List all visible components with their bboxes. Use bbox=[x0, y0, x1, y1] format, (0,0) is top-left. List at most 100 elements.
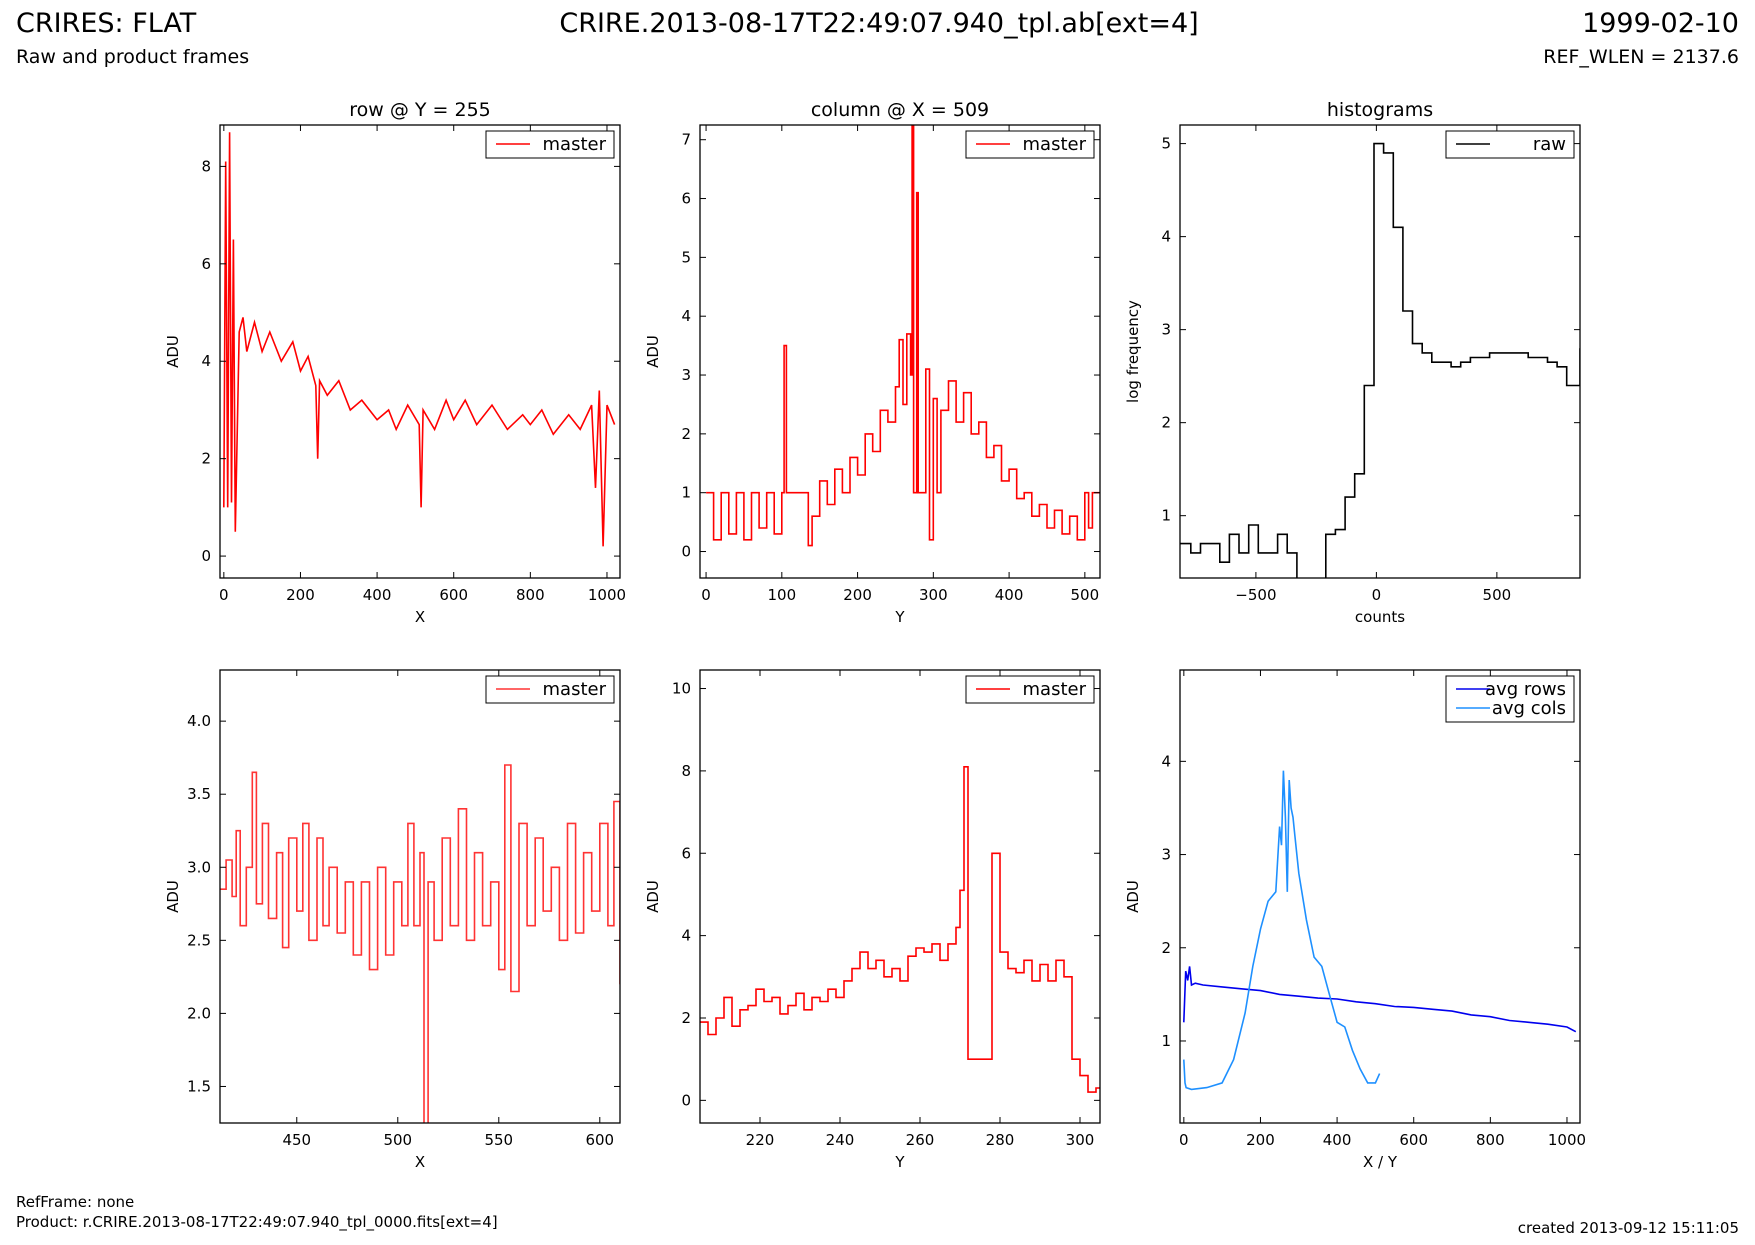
y-axis-label: ADU bbox=[164, 335, 182, 368]
x-tick-label: 450 bbox=[282, 1131, 311, 1149]
y-tick-label: 5 bbox=[681, 248, 691, 266]
y-tick-label: 4 bbox=[681, 307, 691, 325]
y-axis-label: ADU bbox=[644, 880, 662, 913]
column-plot: 0 100 200 300 400 500 0 1 2 3 4 5 6 7 column @ X = 509… bbox=[644, 99, 1101, 626]
legend-box bbox=[1445, 675, 1575, 723]
x-tick-label: 400 bbox=[995, 586, 1024, 604]
legend-label: master bbox=[543, 679, 607, 700]
y-tick-label: 10 bbox=[672, 680, 691, 698]
y-tick-label: 2 bbox=[1161, 939, 1171, 957]
y-tick-label: 3 bbox=[681, 366, 691, 384]
legend-label: avg cols bbox=[1492, 698, 1566, 719]
series-line bbox=[220, 764, 620, 1123]
x-tick-label: 200 bbox=[286, 586, 315, 604]
y-tick-label: 6 bbox=[201, 255, 211, 273]
legend-label: avg rows bbox=[1485, 679, 1566, 700]
series-line bbox=[706, 125, 1100, 547]
created-timestamp: created 2013-09-12 15:11:05 bbox=[1517, 1219, 1739, 1237]
x-tick-label: 500 bbox=[1483, 586, 1512, 604]
legend-label: master bbox=[543, 134, 607, 155]
y-axis-label: log frequency bbox=[1124, 300, 1142, 403]
x-tick-label: 100 bbox=[767, 586, 796, 604]
x-tick-label: 0 bbox=[1372, 586, 1382, 604]
y-tick-label: 8 bbox=[681, 762, 691, 780]
x-tick-label: 1000 bbox=[1548, 1131, 1586, 1149]
average-plot: 0 200 400 600 800 1000 1 2 3 4 X / Y ADU avg rowsavg… bbox=[1124, 669, 1586, 1171]
frame-name: CRIRE.2013-08-17T22:49:07.940_tpl.ab[ext… bbox=[559, 8, 1199, 39]
y-axis-label: ADU bbox=[164, 880, 182, 913]
y-tick-label: 8 bbox=[201, 157, 211, 175]
legend: master bbox=[965, 130, 1095, 159]
product-note: Product: r.CRIRE.2013-08-17T22:49:07.940… bbox=[16, 1213, 498, 1231]
y-tick-label: 0 bbox=[201, 547, 211, 565]
legend: master bbox=[485, 130, 615, 159]
y-tick-label: 2 bbox=[201, 450, 211, 468]
y-tick-label: 3.0 bbox=[187, 858, 211, 876]
series-line bbox=[1183, 770, 1381, 1091]
y-tick-label: 4 bbox=[201, 352, 211, 370]
plot-title: histograms bbox=[1327, 99, 1433, 121]
y-tick-label: 0 bbox=[681, 1091, 691, 1109]
x-axis-label: X / Y bbox=[1363, 1153, 1398, 1171]
y-tick-label: 1 bbox=[681, 484, 691, 502]
axes-frame bbox=[219, 124, 621, 579]
x-tick-label: 500 bbox=[1071, 586, 1100, 604]
y-tick-label: 4.0 bbox=[187, 712, 211, 730]
x-tick-label: 600 bbox=[1399, 1131, 1428, 1149]
x-tick-label: 400 bbox=[363, 586, 392, 604]
y-tick-label: 3 bbox=[1161, 846, 1171, 864]
axes-frame bbox=[1179, 124, 1581, 579]
x-axis-label: counts bbox=[1355, 608, 1405, 626]
x-tick-label: 220 bbox=[746, 1131, 775, 1149]
y-tick-label: 3 bbox=[1161, 321, 1171, 339]
legend-label: master bbox=[1023, 134, 1087, 155]
axes-frame bbox=[219, 669, 621, 1124]
x-tick-label: 300 bbox=[919, 586, 948, 604]
x-axis-label: Y bbox=[894, 608, 905, 626]
y-tick-label: 4 bbox=[681, 927, 691, 945]
y-tick-label: 2 bbox=[681, 1009, 691, 1027]
x-tick-label: 550 bbox=[484, 1131, 513, 1149]
y-tick-label: 6 bbox=[681, 844, 691, 862]
x-tick-label: 260 bbox=[906, 1131, 935, 1149]
legend-label: raw bbox=[1533, 134, 1566, 155]
y-tick-label: 6 bbox=[681, 190, 691, 208]
axes-frame bbox=[699, 669, 1101, 1124]
x-tick-label: 500 bbox=[383, 1131, 412, 1149]
series-line bbox=[1183, 966, 1577, 1033]
legend-label: master bbox=[1023, 679, 1087, 700]
x-tick-label: 600 bbox=[585, 1131, 614, 1149]
ref-wavelength: REF_WLEN = 2137.6 bbox=[1543, 46, 1739, 68]
y-tick-label: 1 bbox=[1161, 507, 1171, 525]
x-tick-label: 400 bbox=[1323, 1131, 1352, 1149]
y-tick-label: 2.5 bbox=[187, 931, 211, 949]
plot-title: column @ X = 509 bbox=[811, 99, 989, 121]
x-tick-label: 200 bbox=[1246, 1131, 1275, 1149]
axes-frame bbox=[699, 124, 1101, 579]
y-tick-label: 4 bbox=[1161, 752, 1171, 770]
column-zoom-plot: 220 240 260 280 300 0 2 4 6 8 10 Y ADU master bbox=[644, 669, 1101, 1171]
y-axis-label: ADU bbox=[1124, 880, 1142, 913]
y-axis-label: ADU bbox=[644, 335, 662, 368]
observation-date: 1999-02-10 bbox=[1582, 8, 1739, 39]
y-tick-label: 1 bbox=[1161, 1032, 1171, 1050]
axes-frame bbox=[1179, 669, 1581, 1124]
y-tick-label: 7 bbox=[681, 131, 691, 149]
series-line bbox=[223, 132, 616, 547]
y-tick-label: 2.0 bbox=[187, 1004, 211, 1022]
x-tick-label: 800 bbox=[516, 586, 545, 604]
row-zoom-plot: 450 500 550 600 1.5 2.0 2.5 3.0 3.5 4.0 X ADU master bbox=[164, 669, 621, 1171]
x-tick-label: −500 bbox=[1235, 586, 1276, 604]
y-tick-label: 5 bbox=[1161, 135, 1171, 153]
x-tick-label: 0 bbox=[701, 586, 711, 604]
x-tick-label: 300 bbox=[1066, 1131, 1095, 1149]
series-line bbox=[1180, 142, 1580, 578]
y-tick-label: 4 bbox=[1161, 228, 1171, 246]
legend: raw bbox=[1445, 130, 1575, 159]
y-tick-label: 0 bbox=[681, 543, 691, 561]
legend: master bbox=[485, 675, 615, 704]
x-tick-label: 240 bbox=[826, 1131, 855, 1149]
x-tick-label: 280 bbox=[986, 1131, 1015, 1149]
